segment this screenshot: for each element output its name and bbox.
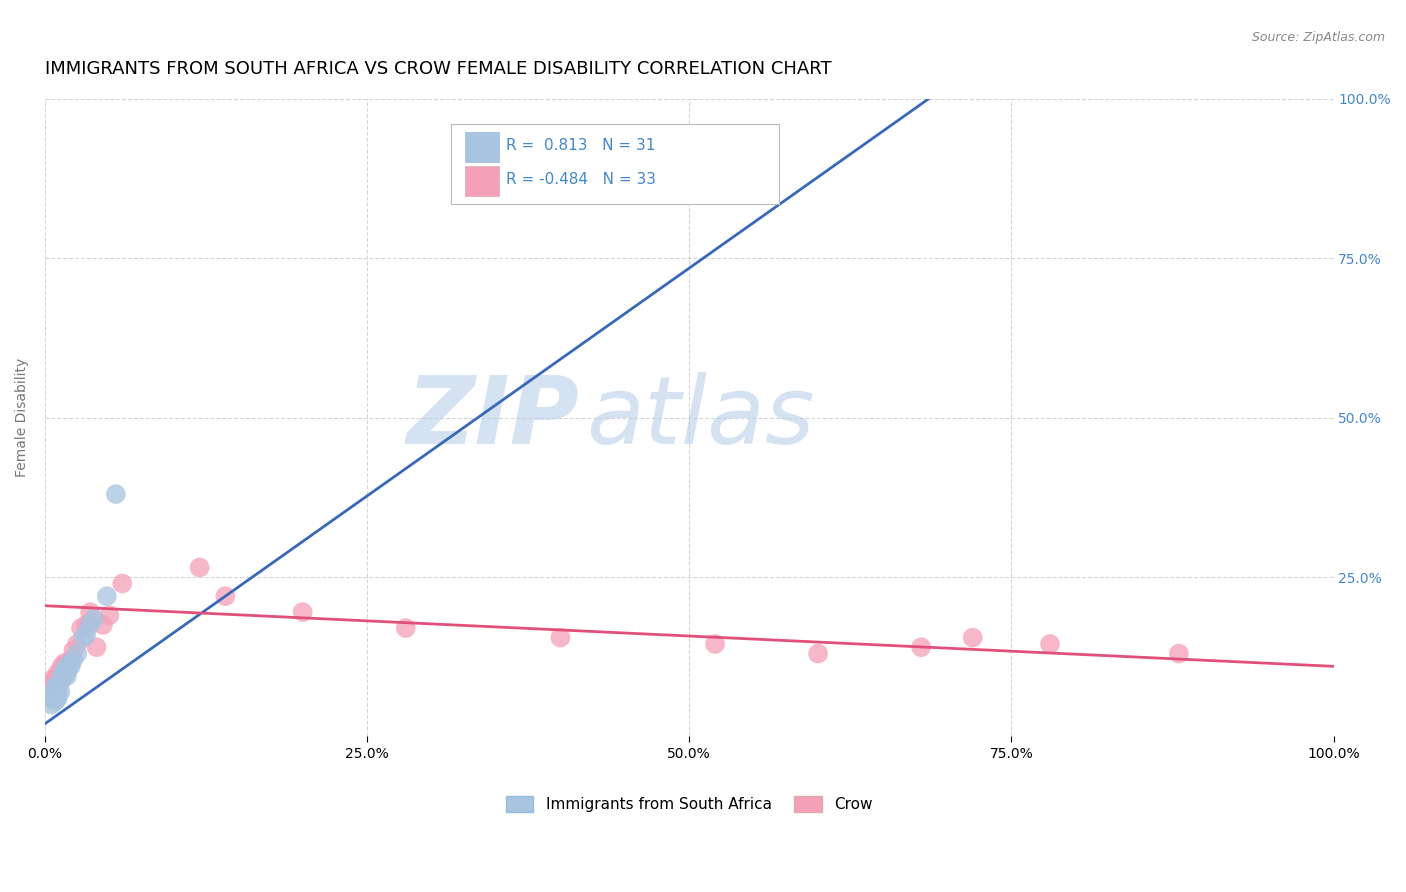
Point [66, 647, 89, 661]
Point [59, 653, 82, 667]
FancyBboxPatch shape [465, 132, 499, 161]
Point [42, 685, 65, 699]
Text: atlas: atlas [586, 372, 814, 463]
Text: ZIP: ZIP [406, 372, 579, 464]
Point [807, 647, 830, 661]
Point [704, 637, 727, 651]
Point [66, 637, 89, 651]
Point [59, 656, 82, 670]
Point [62, 643, 84, 657]
FancyBboxPatch shape [465, 166, 499, 195]
Point [46, 678, 69, 692]
Point [44, 672, 66, 686]
Y-axis label: Female Disability: Female Disability [15, 358, 30, 477]
Point [46, 672, 69, 686]
Point [51, 669, 73, 683]
Point [51, 672, 73, 686]
Point [910, 640, 932, 655]
Point [41, 678, 63, 692]
Point [53, 665, 76, 680]
Point [45, 678, 67, 692]
Point [1167, 647, 1189, 661]
Point [56, 663, 79, 677]
Point [44, 694, 66, 708]
Point [45, 691, 67, 706]
Point [104, 487, 127, 501]
Point [41, 672, 63, 686]
Point [79, 618, 101, 632]
Point [98, 608, 121, 623]
Point [45, 675, 67, 690]
Point [395, 621, 418, 635]
Text: R =  0.813   N = 31: R = 0.813 N = 31 [506, 137, 655, 153]
Point [46, 665, 69, 680]
Text: IMMIGRANTS FROM SOUTH AFRICA VS CROW FEMALE DISABILITY CORRELATION CHART: IMMIGRANTS FROM SOUTH AFRICA VS CROW FEM… [45, 60, 831, 78]
Point [55, 665, 77, 680]
FancyBboxPatch shape [451, 124, 779, 204]
Point [46, 685, 69, 699]
Point [56, 669, 79, 683]
Point [53, 656, 76, 670]
Point [75, 627, 97, 641]
Legend: Immigrants from South Africa, Crow: Immigrants from South Africa, Crow [498, 789, 880, 820]
Point [51, 659, 73, 673]
Point [96, 589, 118, 603]
Point [62, 653, 84, 667]
Point [46, 691, 69, 706]
Point [86, 640, 108, 655]
Point [41, 691, 63, 706]
Point [49, 685, 72, 699]
Point [41, 698, 63, 712]
Point [962, 631, 984, 645]
Point [53, 669, 76, 683]
Point [42, 688, 65, 702]
Point [70, 621, 93, 635]
Text: R = -0.484   N = 33: R = -0.484 N = 33 [506, 172, 657, 187]
Point [79, 605, 101, 619]
Point [56, 656, 79, 670]
Point [111, 576, 134, 591]
Point [291, 605, 314, 619]
Point [72, 631, 94, 645]
Point [44, 681, 66, 696]
Point [56, 656, 79, 670]
Point [59, 659, 82, 673]
Point [1039, 637, 1062, 651]
Point [53, 663, 76, 677]
Point [91, 618, 114, 632]
Point [214, 589, 236, 603]
Point [56, 659, 79, 673]
Point [49, 675, 72, 690]
Point [550, 631, 572, 645]
Point [75, 618, 97, 632]
Text: Source: ZipAtlas.com: Source: ZipAtlas.com [1251, 31, 1385, 45]
Point [188, 560, 211, 574]
Point [83, 611, 105, 625]
Point [49, 665, 72, 680]
